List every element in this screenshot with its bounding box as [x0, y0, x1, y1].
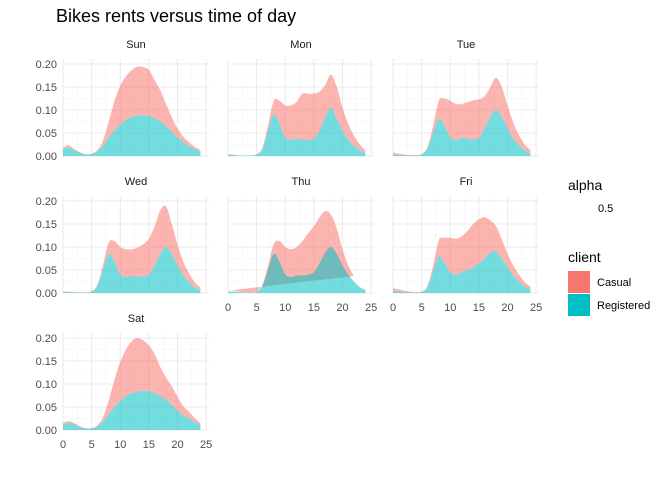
facet-panel-fri: Fri 0 5 10 15 20 25: [390, 176, 542, 314]
legend-key-registered: [568, 294, 590, 316]
x-tick-label: 20: [336, 302, 348, 314]
x-tick-label: 20: [501, 302, 513, 314]
area-casual: [63, 66, 201, 155]
x-tick-label: 15: [308, 302, 320, 314]
area-registered: [393, 110, 531, 156]
y-tick-label: 0.20: [36, 196, 57, 208]
x-tick-label: 20: [171, 439, 183, 451]
y-tick-label: 0.05: [36, 265, 57, 277]
y-tick-label: 0.10: [36, 105, 57, 117]
x-tick-label: 5: [419, 302, 425, 314]
y-tick-label: 0.05: [36, 402, 57, 414]
x-tick-label: 0: [60, 439, 66, 451]
area-registered: [63, 115, 201, 156]
legend-alpha-title: alpha: [568, 177, 602, 193]
area-registered: [63, 247, 201, 293]
area-casual: [63, 205, 201, 293]
facet-panel-sun: Sun 0.00 0.05 0.10 0.15 0.20: [36, 39, 209, 163]
area-casual: [393, 217, 531, 293]
legend-label-casual: Casual: [597, 277, 631, 289]
x-tick-label: 5: [89, 439, 95, 451]
legend-label-registered: Registered: [597, 300, 650, 312]
facet-strip-label: Fri: [460, 176, 473, 188]
legend-client-title: client: [568, 249, 601, 265]
x-tick-label: 25: [200, 439, 212, 451]
y-tick-label: 0.15: [36, 356, 57, 368]
x-tick-label: 0: [225, 302, 231, 314]
legend-keys: Casual Registered: [568, 271, 650, 316]
area-registered: [228, 107, 366, 156]
legend-key-casual: [568, 271, 590, 293]
y-tick-label: 0.10: [36, 242, 57, 254]
area-casual: [63, 337, 201, 429]
y-tick-label: 0.15: [36, 82, 57, 94]
x-tick-label: 10: [114, 439, 126, 451]
y-tick-label: 0.00: [36, 288, 57, 300]
x-tick-label: 25: [365, 302, 377, 314]
facet-strip-label: Wed: [125, 176, 147, 188]
y-tick-label: 0.20: [36, 59, 57, 71]
facet-strip-label: Sun: [126, 39, 146, 51]
y-tick-label: 0.05: [36, 128, 57, 140]
y-tick-label: 0.20: [36, 333, 57, 345]
facet-panel-wed: Wed 0.00 0.05 0.10 0.15 0.20: [36, 176, 209, 300]
x-tick-label: 25: [530, 302, 542, 314]
x-tick-label: 0: [390, 302, 396, 314]
facet-strip-label: Mon: [290, 39, 311, 51]
area-casual: [228, 74, 366, 156]
facet-panel-sat: Sat 0.00 0.05 0.10 0.15 0.20 0 5 10 15 20 25: [36, 313, 213, 451]
x-tick-label: 10: [279, 302, 291, 314]
x-tick-label: 10: [444, 302, 456, 314]
area-registered: [393, 251, 531, 293]
facet-strip-label: Tue: [457, 39, 476, 51]
area-registered: [228, 246, 366, 293]
x-tick-label: 15: [473, 302, 485, 314]
area-casual: [393, 77, 531, 156]
x-tick-label: 5: [254, 302, 260, 314]
y-tick-label: 0.00: [36, 425, 57, 437]
area-registered: [63, 390, 201, 430]
chart-title: Bikes rents versus time of day: [56, 6, 296, 26]
x-tick-label: 15: [143, 439, 155, 451]
facet-strip-label: Sat: [128, 313, 145, 325]
facet-panel-thu: Thu 0 5 10 15 20 25: [225, 176, 377, 314]
y-tick-label: 0.15: [36, 219, 57, 231]
facet-panels: Sun 0.00 0.05 0.10 0.15 0.20 Mon Tue Wed 0.00 0.05…: [36, 39, 543, 451]
facet-panel-tue: Tue: [392, 39, 539, 157]
facet-panel-mon: Mon: [227, 39, 374, 157]
y-tick-label: 0.10: [36, 379, 57, 391]
legend-alpha-value: 0.5: [598, 203, 613, 215]
legend: alpha 0.5 client Casual Registered: [568, 177, 650, 316]
y-tick-label: 0.00: [36, 151, 57, 163]
facet-strip-label: Thu: [292, 176, 311, 188]
